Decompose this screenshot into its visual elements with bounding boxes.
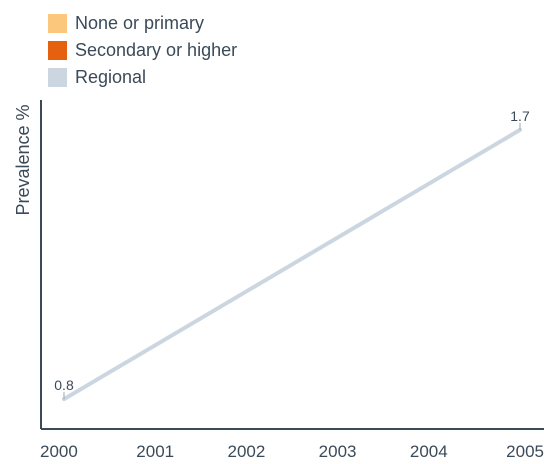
legend-swatch-none-or-primary [48, 14, 67, 33]
x-tick-label-2002: 2002 [227, 442, 265, 461]
data-label-2000: 0.8 [54, 377, 74, 393]
y-axis-title: Prevalence % [13, 104, 33, 215]
x-axis-ticks: 2000 2001 2002 2003 2004 2005 [40, 442, 544, 461]
legend-label: Regional [75, 67, 147, 87]
legend-item-none-or-primary[interactable]: None or primary [48, 10, 237, 37]
x-tick-label-2003: 2003 [319, 442, 357, 461]
legend: None or primary Secondary or higher Regi… [48, 10, 237, 91]
data-label-2005: 1.7 [510, 108, 530, 124]
legend-item-regional[interactable]: Regional [48, 64, 237, 91]
series-layer: 0.8 1.7 [54, 108, 530, 402]
legend-label: Secondary or higher [75, 40, 238, 60]
legend-swatch-secondary-or-higher [48, 41, 67, 60]
x-tick-label-2001: 2001 [136, 442, 174, 461]
legend-item-secondary-or-higher[interactable]: Secondary or higher [48, 37, 237, 64]
legend-swatch-regional [48, 68, 67, 87]
x-tick-label-2004: 2004 [410, 442, 448, 461]
x-tick-label-2005: 2005 [506, 442, 544, 461]
legend-label: None or primary [75, 13, 205, 33]
series-line-regional[interactable] [62, 127, 522, 402]
x-tick-label-2000: 2000 [40, 442, 78, 461]
